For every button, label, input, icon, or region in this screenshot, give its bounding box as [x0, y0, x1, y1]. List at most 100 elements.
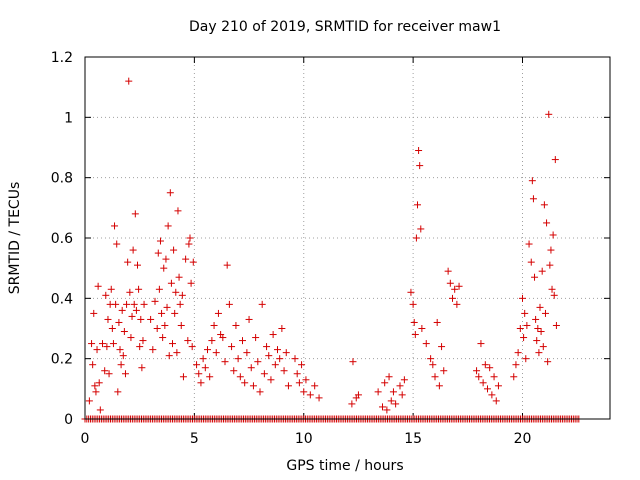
data-point — [223, 261, 231, 269]
data-point — [125, 77, 133, 85]
x-tick-label: 10 — [295, 431, 313, 447]
data-point — [162, 255, 170, 263]
data-point — [234, 355, 242, 363]
data-point — [475, 373, 483, 381]
data-point — [85, 397, 93, 405]
data-point — [455, 282, 463, 290]
data-point — [444, 267, 452, 275]
data-point — [284, 382, 292, 390]
data-point — [349, 358, 357, 366]
data-point — [165, 352, 173, 360]
data-point — [186, 234, 194, 242]
data-point — [550, 291, 558, 299]
data-point — [179, 373, 187, 381]
data-point — [280, 367, 288, 375]
data-point — [158, 309, 166, 317]
data-point — [548, 285, 556, 293]
data-point — [151, 297, 159, 305]
data-point — [104, 315, 112, 323]
data-point — [453, 300, 461, 308]
data-point — [389, 388, 397, 396]
data-point — [540, 201, 548, 209]
data-point — [414, 201, 421, 209]
data-point — [177, 321, 185, 329]
data-point — [473, 367, 481, 375]
data-point — [315, 394, 323, 402]
data-point — [116, 346, 124, 354]
data-point — [189, 258, 197, 266]
data-point — [208, 337, 216, 345]
data-point — [528, 177, 536, 185]
data-point — [374, 388, 382, 396]
x-tick-label: 15 — [404, 431, 422, 447]
data-point — [311, 382, 319, 390]
data-point — [488, 391, 496, 399]
x-tick-label: 5 — [190, 431, 199, 447]
data-point — [214, 309, 222, 317]
data-point — [381, 379, 389, 387]
data-point — [166, 189, 174, 197]
data-point — [156, 237, 164, 245]
data-point — [398, 391, 406, 399]
data-point — [544, 358, 552, 366]
data-point — [174, 207, 182, 215]
data-point — [417, 225, 425, 233]
data-point — [519, 294, 526, 302]
data-point — [429, 361, 437, 369]
data-point — [140, 300, 148, 308]
data-point — [396, 382, 404, 390]
data-point — [354, 391, 362, 399]
data-point — [105, 370, 113, 378]
data-point — [422, 340, 430, 348]
data-point — [531, 273, 539, 281]
data-point — [114, 388, 122, 396]
data-point — [302, 376, 310, 384]
data-point — [271, 361, 279, 369]
data-point — [407, 288, 415, 296]
data-point — [109, 340, 117, 348]
data-point — [451, 285, 459, 293]
data-point — [490, 373, 498, 381]
data-point — [161, 321, 169, 329]
data-point — [164, 222, 172, 230]
data-point — [293, 370, 301, 378]
data-point — [300, 388, 308, 396]
data-point — [409, 300, 417, 308]
data-point — [545, 110, 553, 118]
y-tick-label: 0 — [64, 412, 73, 428]
data-point — [241, 379, 249, 387]
data-point — [539, 343, 547, 351]
data-point — [400, 376, 408, 384]
y-tick-label: 0.6 — [51, 231, 73, 247]
data-point — [230, 367, 238, 375]
data-point — [538, 267, 546, 275]
x-tick-label: 20 — [514, 431, 532, 447]
data-point — [175, 273, 183, 281]
data-point — [128, 312, 136, 320]
data-point — [385, 373, 393, 381]
data-point — [108, 325, 116, 332]
data-point — [547, 246, 555, 254]
data-point — [89, 361, 97, 369]
y-tick-label: 0.2 — [51, 352, 73, 368]
data-point — [153, 325, 161, 332]
x-tick-labels: 0 5 10 15 20 — [81, 431, 532, 447]
data-point — [256, 388, 264, 396]
data-point — [95, 379, 103, 387]
data-point — [120, 328, 128, 336]
data-point — [225, 300, 233, 308]
data-point — [199, 355, 207, 363]
data-point — [135, 285, 143, 293]
data-point — [149, 346, 157, 354]
data-point — [147, 315, 155, 323]
data-point — [494, 382, 502, 390]
data-point — [551, 156, 559, 164]
data-point — [124, 258, 132, 266]
y-tick-labels: 0 0.2 0.4 0.6 0.8 1 1.2 — [51, 50, 73, 428]
data-point — [172, 288, 180, 296]
data-point — [276, 355, 284, 363]
data-point — [258, 300, 266, 308]
data-point — [132, 306, 140, 314]
data-point — [267, 376, 275, 384]
